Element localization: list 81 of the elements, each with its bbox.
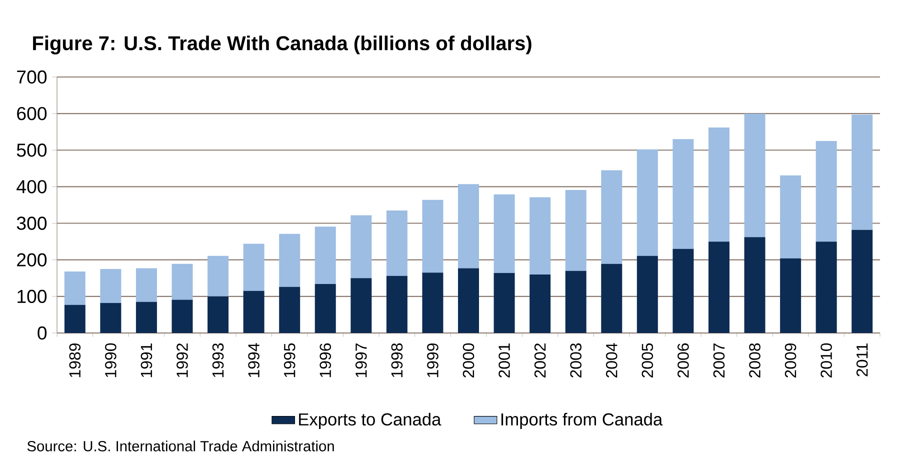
bar xyxy=(208,296,229,333)
bar xyxy=(530,274,551,333)
bar xyxy=(279,234,300,287)
x-tick-label: 1991 xyxy=(140,343,152,378)
bar xyxy=(636,256,658,333)
x-tick-label: 2009 xyxy=(784,343,796,378)
bar xyxy=(494,194,515,274)
bar xyxy=(852,230,873,333)
x-tick-label: 2011 xyxy=(856,343,868,376)
bar xyxy=(422,272,444,333)
chart-title: Figure 7: U.S. Trade With Canada (billions of dollars) xyxy=(33,36,532,54)
source-note: Source: U.S. International Trade Administration xyxy=(27,440,334,452)
bar xyxy=(64,304,86,333)
legend-label: Exports to Canada xyxy=(299,412,442,429)
bar xyxy=(458,268,480,333)
bar xyxy=(386,210,408,276)
bar xyxy=(672,139,694,249)
bar xyxy=(744,114,766,238)
x-tick-label: 2005 xyxy=(642,343,654,378)
bar xyxy=(243,290,264,333)
x-tick-label: 2002 xyxy=(534,344,546,378)
bar xyxy=(816,141,837,242)
bar xyxy=(708,127,730,242)
x-tick-label: 1996 xyxy=(320,343,332,378)
x-tick-label: 2007 xyxy=(713,344,725,378)
y-tick-label: 200 xyxy=(17,253,47,266)
bar xyxy=(350,215,372,278)
bar xyxy=(64,272,86,305)
bar xyxy=(136,268,157,302)
x-tick-label: 2004 xyxy=(606,343,618,378)
bar xyxy=(172,264,193,300)
bar xyxy=(208,256,229,296)
x-tick-label: 2003 xyxy=(570,343,582,378)
bar xyxy=(350,278,372,333)
y-tick-label: 500 xyxy=(16,144,47,157)
bar xyxy=(136,302,157,333)
bar xyxy=(565,270,586,333)
bar xyxy=(530,197,551,274)
bar xyxy=(601,170,622,264)
bar xyxy=(636,149,658,256)
bar xyxy=(672,248,694,333)
legend-label: Imports from Canada xyxy=(501,412,663,429)
bar xyxy=(314,226,336,284)
x-tick-label: 1999 xyxy=(427,343,438,378)
bar xyxy=(816,242,837,333)
y-tick-label: 400 xyxy=(16,180,47,194)
x-tick-label: 1995 xyxy=(284,343,296,378)
bar xyxy=(780,175,802,258)
bar xyxy=(100,268,122,303)
x-tick-label: 2008 xyxy=(749,343,760,378)
bar xyxy=(601,264,622,333)
bar xyxy=(243,244,264,291)
y-tick-label: 300 xyxy=(16,216,47,230)
bar xyxy=(744,237,766,333)
bar xyxy=(172,300,193,333)
x-tick-label: 1997 xyxy=(356,344,367,378)
y-tick-label: 600 xyxy=(17,106,47,120)
x-tick-label: 2006 xyxy=(678,343,689,378)
x-tick-label: 1990 xyxy=(105,343,116,378)
bar xyxy=(708,242,730,333)
bar xyxy=(314,284,336,333)
x-tick-label: 2000 xyxy=(462,343,474,378)
y-tick-label: 700 xyxy=(17,70,47,84)
x-tick-label: 1993 xyxy=(212,343,224,378)
bar xyxy=(422,200,444,273)
bar xyxy=(494,273,515,333)
x-tick-label: 1994 xyxy=(248,343,260,378)
y-tick-label: 100 xyxy=(18,290,47,304)
bar xyxy=(852,114,873,230)
bar xyxy=(458,184,480,268)
bar xyxy=(386,276,408,333)
x-tick-label: 2001 xyxy=(498,343,510,378)
bar xyxy=(279,286,300,333)
x-tick-label: 1989 xyxy=(69,343,81,378)
bar xyxy=(565,190,586,271)
x-tick-label: 1992 xyxy=(176,344,188,378)
x-tick-label: 1998 xyxy=(391,343,403,378)
bar xyxy=(780,258,802,333)
x-tick-label: 2010 xyxy=(820,343,832,378)
bar xyxy=(100,303,122,333)
y-tick-label: 0 xyxy=(38,326,47,340)
